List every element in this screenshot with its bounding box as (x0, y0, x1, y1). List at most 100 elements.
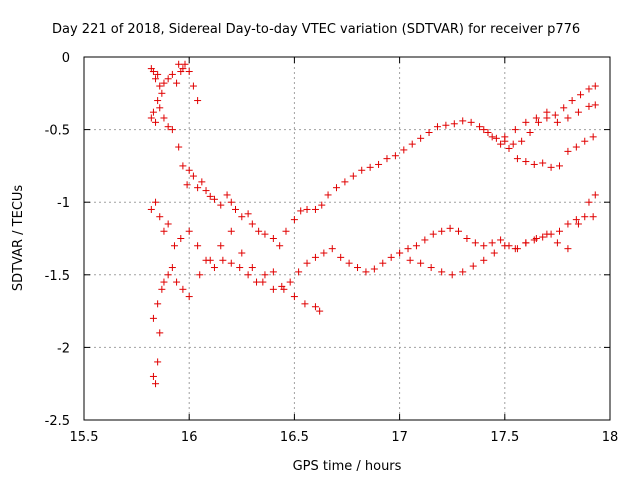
data-point (490, 249, 498, 257)
data-point (543, 230, 551, 238)
data-point (492, 134, 500, 142)
data-point (564, 114, 572, 122)
data-point (530, 160, 538, 168)
data-point (412, 242, 420, 250)
data-point (467, 118, 475, 126)
data-point (297, 207, 305, 215)
data-point (179, 65, 187, 73)
data-point (328, 245, 336, 253)
data-point (341, 178, 349, 186)
grid-lines (84, 57, 610, 420)
data-point (202, 187, 210, 195)
x-tick-label: 15.5 (70, 430, 99, 445)
data-point (518, 137, 526, 145)
data-point (543, 108, 551, 116)
data-point (158, 285, 166, 293)
chart-title: Day 221 of 2018, Sidereal Day-to-day VTE… (52, 22, 580, 37)
data-point (366, 163, 374, 171)
data-point (280, 285, 288, 293)
data-point (513, 155, 521, 163)
data-point (179, 285, 187, 293)
data-point (261, 230, 269, 238)
data-point (387, 253, 395, 261)
data-point (522, 239, 530, 247)
data-point (164, 220, 172, 228)
data-point (455, 227, 463, 235)
data-point (532, 114, 540, 122)
data-point (185, 293, 193, 301)
data-point (152, 380, 160, 388)
data-point (168, 264, 176, 272)
data-point (282, 227, 290, 235)
x-tick-label: 18 (602, 430, 619, 445)
data-point (156, 82, 164, 90)
data-point (175, 60, 183, 68)
data-point (194, 184, 202, 192)
data-point (311, 205, 319, 213)
data-point (147, 205, 155, 213)
data-point (160, 79, 168, 87)
data-point (301, 300, 309, 308)
data-point (574, 108, 582, 116)
data-point (290, 293, 298, 301)
data-point (585, 85, 593, 93)
data-point (345, 259, 353, 267)
data-point (276, 242, 284, 250)
data-point (160, 278, 168, 286)
data-point (149, 68, 157, 76)
data-point (469, 262, 477, 270)
y-tick-label: -2 (57, 341, 70, 356)
data-point (152, 118, 160, 126)
data-point (154, 97, 162, 105)
data-point (238, 249, 246, 257)
data-point (316, 307, 324, 315)
data-point (556, 227, 564, 235)
data-point (154, 70, 162, 78)
data-point (591, 191, 599, 199)
data-point (501, 133, 509, 141)
data-point (149, 314, 157, 322)
data-point (149, 108, 157, 116)
data-point (210, 195, 218, 203)
data-point (269, 268, 277, 276)
data-point (539, 233, 547, 241)
x-tick-labels: 15.5 16 16.5 17 17.5 18 (70, 430, 619, 445)
data-point (164, 75, 172, 83)
data-point (480, 242, 488, 250)
data-point (354, 264, 362, 272)
data-point (244, 210, 252, 218)
data-point (362, 268, 370, 276)
data-point (248, 264, 256, 272)
data-point (194, 97, 202, 105)
data-point (383, 155, 391, 163)
data-point (581, 213, 589, 221)
data-point (189, 82, 197, 90)
data-point (522, 118, 530, 126)
data-point (564, 245, 572, 253)
data-point (170, 242, 178, 250)
data-point (236, 264, 244, 272)
data-point (290, 216, 298, 224)
data-point (427, 264, 435, 272)
data-point (194, 242, 202, 250)
data-point (206, 192, 214, 200)
data-point (152, 198, 160, 206)
x-tick-label: 17.5 (490, 430, 519, 445)
data-point (476, 123, 484, 131)
data-point (337, 253, 345, 261)
data-point (238, 213, 246, 221)
data-point (539, 159, 547, 167)
data-point (227, 227, 235, 235)
data-point (160, 114, 168, 122)
data-point (244, 271, 252, 279)
data-point (417, 259, 425, 267)
data-point (497, 140, 505, 148)
data-point (488, 133, 496, 141)
data-point (450, 120, 458, 128)
data-point (227, 259, 235, 267)
data-point (185, 166, 193, 174)
data-point (227, 198, 235, 206)
data-point (318, 201, 326, 209)
x-axis-label: GPS time / hours (293, 459, 402, 474)
data-point (438, 227, 446, 235)
